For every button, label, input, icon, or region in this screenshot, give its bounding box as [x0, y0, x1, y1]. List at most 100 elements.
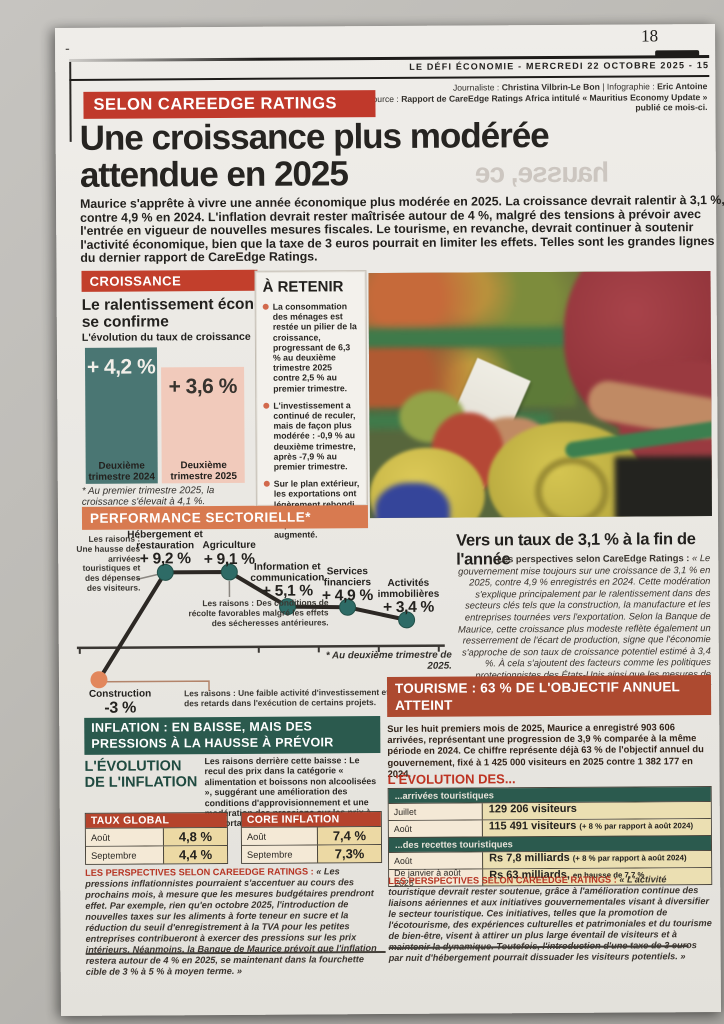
cell-value: 4,8 % — [162, 827, 227, 846]
tourism-table: ...arrivées touristiques Juillet 129 206… — [387, 786, 713, 888]
cell-value: 4,4 % — [162, 845, 228, 864]
headline-line1: Une croissance plus modérée — [79, 116, 549, 158]
row-value-main: Rs 7,8 milliards — [489, 851, 570, 865]
intro-paragraph: Maurice s'apprête à vivre une année écon… — [80, 192, 724, 266]
core-inflation-row-2: Septembre 7,3% — [241, 844, 382, 863]
sector-chart-canvas — [76, 563, 445, 692]
masthead-bottom-rule — [69, 75, 710, 81]
cell-value: 7,4 % — [316, 827, 381, 845]
row-value-note: (+ 8 % par rapport à août 2024) — [579, 821, 694, 831]
photo-melon-ring — [534, 456, 610, 519]
sector-line — [97, 569, 408, 681]
a-retenir-title: À RETENIR — [262, 278, 344, 296]
article-photo — [368, 271, 712, 519]
row-value-main: 129 206 visiteurs — [488, 802, 577, 816]
photo-cart-frame — [614, 455, 712, 519]
tourism-header-label: TOURISME : 63 % DE L'OBJECTIF ANNUEL ATT… — [394, 679, 680, 713]
row-label: Août — [388, 820, 482, 838]
tourism-perspectives-text: « L'activité touristique devrait rester … — [388, 874, 712, 964]
credits-separator: | — [599, 81, 607, 92]
cell-label: Septembre — [241, 845, 318, 863]
bar-2024-value: + 4,2 % — [86, 355, 156, 379]
axis-ticks — [78, 645, 440, 654]
tourism-row-aout-arrivals: Août 115 491 visiteurs (+ 8 % par rapport… — [388, 818, 711, 838]
taux-global-row-1: Août 4,8 % — [85, 826, 227, 846]
row-label: Juillet — [388, 803, 482, 821]
point-immobilier — [398, 611, 416, 629]
cell-value: 7,3% — [316, 845, 382, 863]
a-retenir-bullet-1-text: La consommation des ménages est restée u… — [272, 301, 357, 394]
annotation-agriculture: Les raisons : Des conditions de récolte … — [188, 597, 329, 628]
taux-global-row-2: Septembre 4,4 % — [85, 844, 228, 864]
source-suffix: publié ce mois-ci. — [635, 102, 708, 113]
cell-label: Septembre — [85, 846, 164, 864]
journalist-name: Christina Vilbrin-Le Bon — [501, 81, 600, 93]
row-value: 129 206 visiteurs — [481, 802, 711, 820]
cell-label: Août — [85, 828, 163, 846]
corner-dash: - — [65, 39, 70, 56]
point-construction — [90, 671, 108, 689]
inflation-evolution-title: L'ÉVOLUTION DE L'INFLATION — [84, 758, 198, 791]
inflation-perspectives: LES PERSPECTIVES SELON CAREEDGE RATINGS … — [85, 866, 386, 978]
croissance-header: CROISSANCE — [81, 269, 258, 292]
bullet-dot-icon — [263, 402, 270, 409]
label-construction: Construction — [88, 688, 152, 700]
a-retenir-box: À RETENIR La consommation des ménages es… — [254, 270, 368, 540]
x-axis — [76, 644, 445, 650]
tourism-row-juillet: Juillet 129 206 visiteurs — [388, 801, 711, 821]
sector-header: PERFORMANCE SECTORIELLE* — [81, 505, 369, 530]
headline: Une croissance plus modérée attendue en … — [79, 116, 724, 195]
value-construction: -3 % — [104, 699, 137, 717]
page-number: 18 — [640, 26, 659, 46]
row-value-main: 115 491 visiteurs — [488, 819, 577, 833]
tourism-evolution-title: L'ÉVOLUTION DES... — [387, 771, 516, 788]
tourism-intro: Sur les huit premiers mois de 2025, Maur… — [387, 721, 704, 779]
taux-global-header: TAUX GLOBAL — [85, 812, 227, 828]
point-services — [339, 598, 357, 616]
journalist-label: Journaliste : — [452, 82, 502, 93]
row-value-note: (+ 8 % par rapport à août 2024) — [572, 853, 687, 863]
point-information — [279, 598, 297, 616]
infographic-name: Eric Antoine — [657, 81, 708, 92]
bar-2025-label: Deuxième trimestre 2025 — [170, 459, 237, 483]
kicker-label: SELON CAREEDGE RATINGS — [93, 94, 338, 114]
a-retenir-bullet-2-text: L'investissement a continué de reculer, … — [273, 400, 356, 472]
a-retenir-bullet-1: La consommation des ménages est restée u… — [262, 301, 361, 394]
label-immobilier: Activités immobilières — [377, 577, 440, 601]
ink-smudge — [655, 50, 700, 58]
croissance-footnote: * Au premier trimestre 2025, la croissan… — [81, 485, 215, 508]
inflation-reasons-label: Les raisons derrière cette baisse : — [204, 755, 350, 767]
bar-2024-label: Deuxième trimestre 2024 — [88, 460, 155, 483]
tourism-perspectives: LES PERSPECTIVES SELON CAREEDGE RATINGS … — [388, 874, 713, 964]
core-inflation-header: CORE INFLATION — [241, 812, 381, 827]
tourism-perspectives-label: LES PERSPECTIVES SELON CAREEDGE RATINGS … — [388, 874, 620, 887]
row-label: Août — [389, 852, 483, 869]
inflation-perspectives-label: LES PERSPECTIVES SELON CAREEDGE RATINGS … — [85, 866, 317, 878]
tourism-header: TOURISME : 63 % DE L'OBJECTIF ANNUEL ATT… — [386, 675, 712, 718]
outlook-lead: Les perspectives selon CareEdge Ratings … — [497, 552, 693, 565]
tourism-row-aout-revenue: Août Rs 7,8 milliards (+ 8 % par rapport … — [389, 850, 712, 869]
inflation-header: INFLATION : EN BAISSE, MAIS DES PRESSION… — [84, 716, 381, 755]
row-value: 115 491 visiteurs (+ 8 % par rapport à ao… — [481, 819, 711, 837]
croissance-header-label: CROISSANCE — [89, 273, 182, 289]
sector-header-label: PERFORMANCE SECTORIELLE* — [89, 509, 312, 526]
sector-footnote: * Au deuxième trimestre de 2025. — [325, 649, 452, 672]
cell-label: Août — [241, 827, 317, 845]
value-immobilier: + 3,4 % — [383, 598, 435, 617]
row-value: Rs 7,8 milliards (+ 8 % par rapport à aoû… — [482, 851, 712, 869]
core-inflation-table: CORE INFLATION Août 7,4 % Septembre 7,3% — [240, 811, 383, 864]
kicker-badge: SELON CAREEDGE RATINGS — [83, 90, 376, 119]
core-inflation-row-1: Août 7,4 % — [241, 826, 381, 845]
a-retenir-bullet-2: L'investissement a continué de reculer, … — [263, 400, 360, 472]
taux-global-table: TAUX GLOBAL Août 4,8 % Septembre 4,4 % — [84, 811, 229, 865]
bullet-dot-icon — [262, 303, 269, 310]
bar-2025-value: + 3,6 % — [168, 374, 237, 399]
sector-chart: Les raisons : Une hausse des arrivées to… — [76, 528, 457, 725]
annotation-construction: Les raisons : Une faible activité d'inve… — [184, 686, 390, 709]
infographic-label: Infographie : — [606, 81, 658, 92]
headline-line2: attendue en 2025 — [79, 154, 349, 195]
point-hebergement — [156, 563, 174, 581]
inflation-perspectives-text: « Les pressions inflationnistes pourraie… — [85, 866, 377, 977]
point-agriculture — [220, 563, 238, 581]
